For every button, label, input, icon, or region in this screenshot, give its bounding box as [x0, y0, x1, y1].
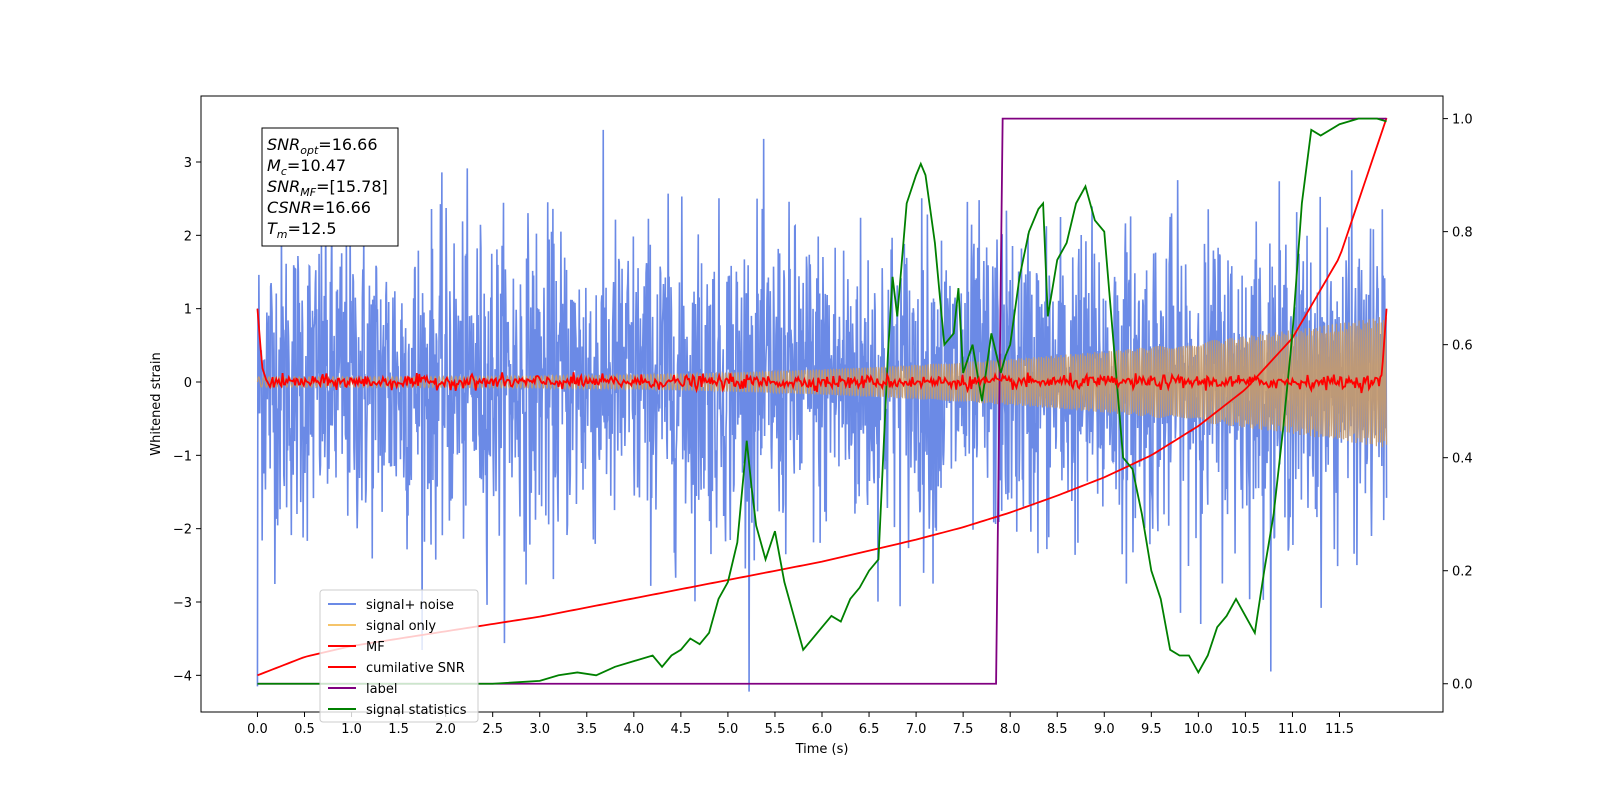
y-tick-label: −3 [173, 596, 192, 611]
y-right-tick-label: 0.2 [1452, 565, 1473, 580]
x-tick-label: 2.5 [482, 722, 503, 737]
legend-entry-signal-noise: signal+ noise [366, 598, 454, 613]
info-box: SNRopt=16.66Mc=10.47SNRMF=[15.78]CSNR=16… [261, 127, 399, 247]
info-line: SNRopt=16.66 [267, 135, 378, 157]
y-right-tick-label: 0.6 [1452, 339, 1473, 354]
y-right-tick-label: 1.0 [1452, 113, 1473, 128]
x-tick-label: 7.0 [906, 722, 927, 737]
legend-entry-signal-statistics: signal statistics [366, 703, 467, 718]
y-tick-label: −2 [173, 523, 192, 538]
x-tick-label: 4.0 [623, 722, 644, 737]
y-right-tick-label: 0.8 [1452, 226, 1473, 241]
x-tick-label: 5.5 [765, 722, 786, 737]
series-signal-statistics [257, 117, 1387, 685]
legend-entry-mf: MF [366, 640, 385, 655]
x-tick-label: 4.5 [671, 722, 692, 737]
legend-entry-cumilative-snr: cumilative SNR [366, 661, 465, 676]
y-right-tick-label: 0.0 [1452, 678, 1473, 693]
x-axis-label: Time (s) [795, 742, 849, 757]
x-tick-label: 6.5 [859, 722, 880, 737]
info-box-frame [261, 127, 399, 247]
legend: signal+ noise signal only MF cumilative SNR… [319, 589, 479, 723]
x-tick-label: 1.0 [341, 722, 362, 737]
y-tick-label: 2 [184, 229, 192, 244]
y-tick-label: 1 [184, 303, 192, 318]
y-axis-label: Whitened strain [149, 352, 164, 455]
x-tick-label: 9.5 [1141, 722, 1162, 737]
series-label [257, 117, 1387, 685]
x-tick-label: 8.5 [1047, 722, 1068, 737]
info-line: Tm=12.5 [267, 219, 337, 241]
x-tick-label: 2.0 [435, 722, 456, 737]
y-tick-label: −1 [173, 449, 192, 464]
y-tick-label: 3 [184, 156, 192, 171]
x-tick-label: 6.0 [812, 722, 833, 737]
x-tick-label: 3.5 [576, 722, 597, 737]
x-tick-label: 11.5 [1325, 722, 1354, 737]
info-line: SNRMF=[15.78] [267, 177, 388, 199]
x-tick-label: 8.0 [1000, 722, 1021, 737]
x-tick-label: 0.5 [294, 722, 315, 737]
y-tick-label: −4 [173, 669, 192, 684]
legend-frame [319, 589, 479, 723]
x-tick-label: 0.0 [247, 722, 268, 737]
legend-entry-signal-only: signal only [366, 619, 436, 634]
info-line: CSNR=16.66 [267, 198, 371, 217]
x-tick-label: 9.0 [1094, 722, 1115, 737]
x-tick-label: 5.0 [718, 722, 739, 737]
series-mf [256, 308, 1388, 394]
legend-entry-label: label [366, 682, 397, 697]
x-tick-label: 10.5 [1231, 722, 1260, 737]
x-tick-label: 3.0 [529, 722, 550, 737]
x-tick-label: 11.0 [1278, 722, 1307, 737]
x-tick-label: 7.5 [953, 722, 974, 737]
y-tick-label: 0 [184, 376, 192, 391]
x-tick-label: 10.0 [1184, 722, 1213, 737]
x-tick-label: 1.5 [388, 722, 409, 737]
y-right-tick-label: 0.4 [1452, 452, 1473, 467]
info-line: Mc=10.47 [267, 156, 346, 178]
